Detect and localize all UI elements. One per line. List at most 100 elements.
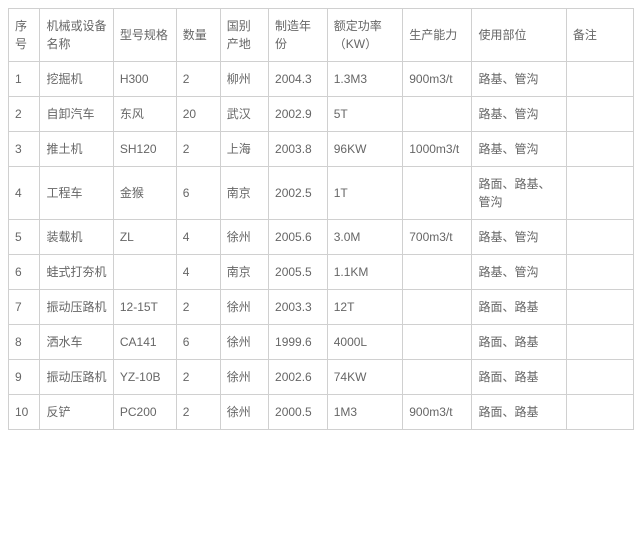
table-cell: 2003.8	[269, 132, 328, 167]
column-header: 机械或设备名称	[40, 9, 113, 62]
table-cell: 1T	[327, 167, 403, 220]
table-cell: 1999.6	[269, 325, 328, 360]
table-cell	[566, 167, 633, 220]
table-row: 10反铲PC2002徐州2000.51M3900m3/t路面、路基	[9, 395, 634, 430]
table-cell: 7	[9, 290, 40, 325]
table-cell: 6	[176, 325, 220, 360]
table-cell: 路面、路基	[472, 395, 566, 430]
table-cell: 洒水车	[40, 325, 113, 360]
table-cell: SH120	[113, 132, 176, 167]
table-cell: 工程车	[40, 167, 113, 220]
table-cell	[566, 132, 633, 167]
table-row: 5装载机ZL4徐州2005.63.0M700m3/t路基、管沟	[9, 220, 634, 255]
table-cell: 900m3/t	[403, 395, 472, 430]
table-cell: 2	[176, 290, 220, 325]
table-cell: 2000.5	[269, 395, 328, 430]
table-row: 4工程车金猴6南京2002.51T 路面、路基、管沟	[9, 167, 634, 220]
table-cell: 2005.5	[269, 255, 328, 290]
table-cell: 4	[176, 255, 220, 290]
column-header: 序号	[9, 9, 40, 62]
table-cell: 9	[9, 360, 40, 395]
table-cell: 徐州	[220, 360, 268, 395]
table-cell: 推土机	[40, 132, 113, 167]
table-cell	[566, 255, 633, 290]
table-row: 9振动压路机YZ-10B2徐州2002.674KW路面、路基	[9, 360, 634, 395]
table-cell	[566, 290, 633, 325]
table-cell: 1.1KM	[327, 255, 403, 290]
table-cell: 2004.3	[269, 62, 328, 97]
table-cell	[403, 325, 472, 360]
column-header: 数量	[176, 9, 220, 62]
table-cell: 路基、管沟	[472, 220, 566, 255]
table-cell: 振动压路机	[40, 290, 113, 325]
table-cell: 4	[9, 167, 40, 220]
column-header: 生产能力	[403, 9, 472, 62]
table-cell	[403, 167, 472, 220]
table-cell: 1000m3/t	[403, 132, 472, 167]
table-cell: 东风	[113, 97, 176, 132]
table-cell: 路面、路基	[472, 325, 566, 360]
table-row: 2自卸汽车东风20武汉2002.95T路基、管沟	[9, 97, 634, 132]
table-cell: 3.0M	[327, 220, 403, 255]
table-cell: 700m3/t	[403, 220, 472, 255]
table-cell: 2	[176, 62, 220, 97]
table-cell: H300	[113, 62, 176, 97]
table-cell: 路面、路基	[472, 290, 566, 325]
table-cell: 徐州	[220, 325, 268, 360]
table-cell: ZL	[113, 220, 176, 255]
table-cell: 2002.5	[269, 167, 328, 220]
table-cell: 6	[176, 167, 220, 220]
table-cell: 路基、管沟	[472, 255, 566, 290]
table-cell: 装载机	[40, 220, 113, 255]
table-cell: 徐州	[220, 220, 268, 255]
table-cell: 路基、管沟	[472, 132, 566, 167]
table-cell: 6	[9, 255, 40, 290]
table-row: 6蛙式打夯机4南京2005.51.1KM路基、管沟	[9, 255, 634, 290]
table-cell: 900m3/t	[403, 62, 472, 97]
table-cell: 柳州	[220, 62, 268, 97]
table-cell: 4	[176, 220, 220, 255]
table-cell: 10	[9, 395, 40, 430]
column-header: 国别产地	[220, 9, 268, 62]
table-cell: 12T	[327, 290, 403, 325]
table-cell	[403, 360, 472, 395]
table-cell	[566, 325, 633, 360]
table-header-row: 序号机械或设备名称型号规格数量国别产地制造年份额定功率（KW）生产能力使用部位备…	[9, 9, 634, 62]
table-cell: 2	[9, 97, 40, 132]
table-cell: 上海	[220, 132, 268, 167]
table-cell: 96KW	[327, 132, 403, 167]
table-cell: 振动压路机	[40, 360, 113, 395]
table-cell: 反铲	[40, 395, 113, 430]
table-cell: 2	[176, 132, 220, 167]
table-cell: 金猴	[113, 167, 176, 220]
table-cell	[566, 395, 633, 430]
table-cell	[566, 62, 633, 97]
table-cell	[566, 360, 633, 395]
table-cell: 南京	[220, 255, 268, 290]
table-row: 3推土机SH1202上海2003.896KW1000m3/t路基、管沟	[9, 132, 634, 167]
column-header: 型号规格	[113, 9, 176, 62]
table-cell: 自卸汽车	[40, 97, 113, 132]
table-cell: YZ-10B	[113, 360, 176, 395]
equipment-table: 序号机械或设备名称型号规格数量国别产地制造年份额定功率（KW）生产能力使用部位备…	[8, 8, 634, 430]
column-header: 制造年份	[269, 9, 328, 62]
table-cell: 1.3M3	[327, 62, 403, 97]
table-cell: 12-15T	[113, 290, 176, 325]
table-cell: 74KW	[327, 360, 403, 395]
table-cell: 1M3	[327, 395, 403, 430]
table-cell	[566, 97, 633, 132]
table-cell: CA141	[113, 325, 176, 360]
table-row: 8洒水车CA1416徐州1999.64000L路面、路基	[9, 325, 634, 360]
table-cell: 南京	[220, 167, 268, 220]
table-cell: 路面、路基	[472, 360, 566, 395]
table-cell: 2002.6	[269, 360, 328, 395]
table-cell	[566, 220, 633, 255]
column-header: 使用部位	[472, 9, 566, 62]
table-row: 7振动压路机12-15T2徐州2003.312T路面、路基	[9, 290, 634, 325]
table-cell: 3	[9, 132, 40, 167]
table-cell: 徐州	[220, 290, 268, 325]
table-cell: 2005.6	[269, 220, 328, 255]
table-cell: 20	[176, 97, 220, 132]
table-cell: 路面、路基、管沟	[472, 167, 566, 220]
table-cell: 5	[9, 220, 40, 255]
